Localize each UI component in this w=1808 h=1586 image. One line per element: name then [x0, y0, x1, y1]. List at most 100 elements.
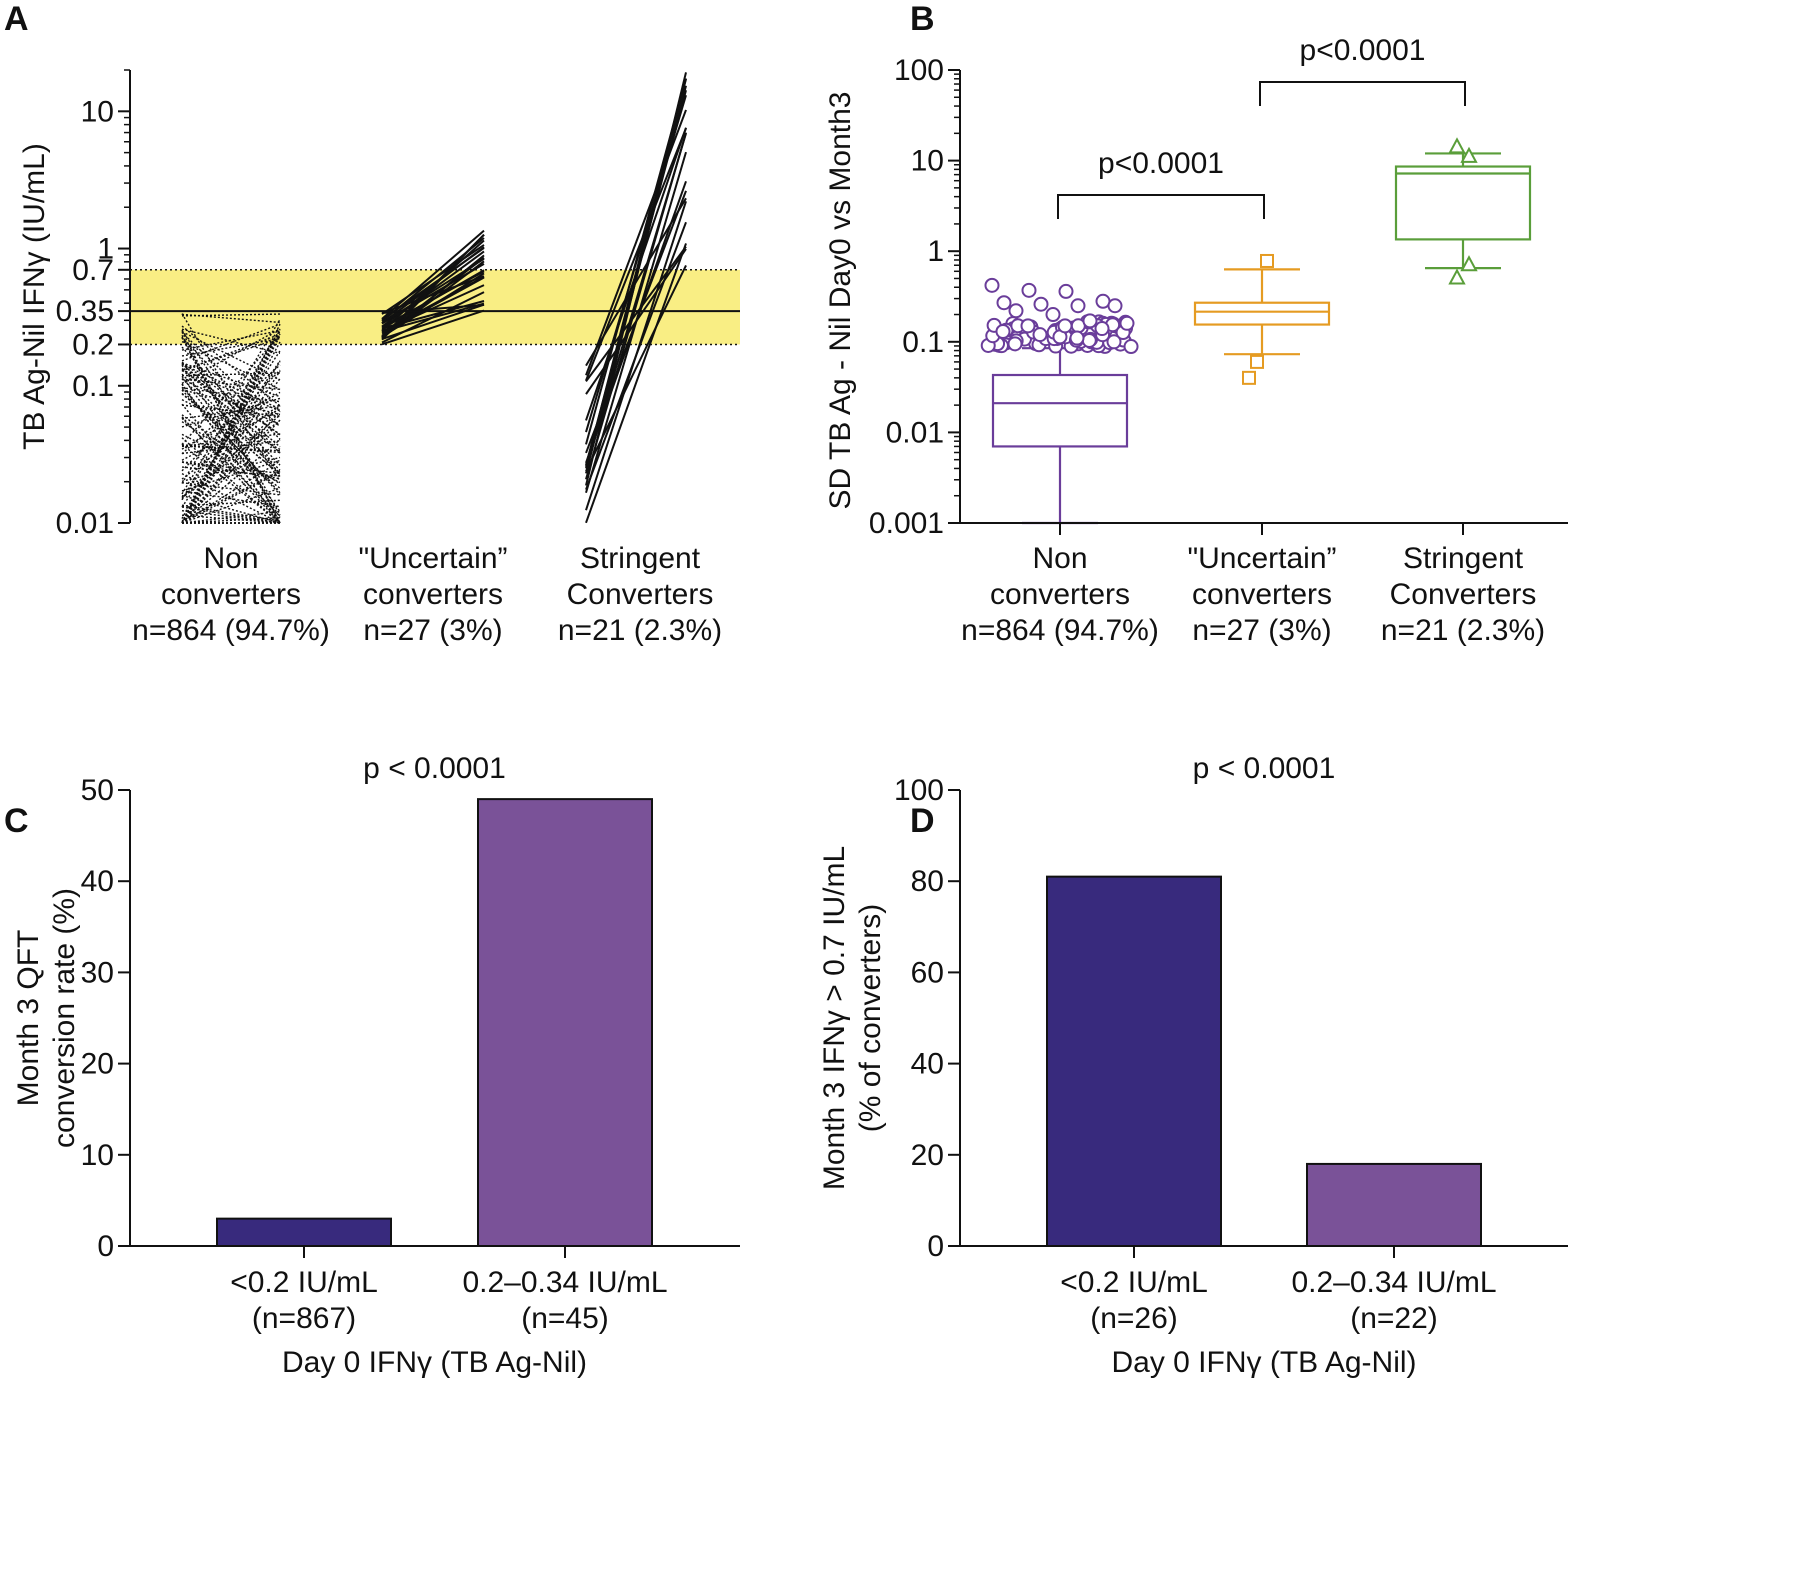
outlier-point — [1008, 303, 1024, 319]
group-lines-2 — [381, 229, 485, 346]
y-tick-label: 0.35 — [56, 295, 114, 328]
y-tick-label: 10 — [911, 145, 944, 178]
outlier-point — [1057, 318, 1073, 334]
sample-line — [585, 246, 687, 382]
sample-line — [181, 405, 281, 524]
y-tick-label: 0.01 — [56, 507, 114, 540]
sample-line — [181, 414, 281, 489]
sample-line — [381, 276, 485, 335]
outlier-point — [1119, 315, 1135, 331]
box — [1193, 301, 1331, 326]
sample-line — [181, 360, 281, 524]
sample-line — [181, 369, 281, 472]
bar-2 — [477, 798, 653, 1247]
sample-line — [181, 408, 281, 461]
sample-line — [181, 397, 281, 428]
y-axis-title: TB Ag-Nil IFNγ (IU/mL) — [18, 143, 51, 450]
sample-line — [181, 405, 281, 420]
comparison-pvalue: p<0.0001 — [1300, 34, 1426, 67]
panel-letter-a: A — [4, 0, 29, 38]
panel-b-chart: p<0.0001 p<0.0001 100 10 1 0.1 0.01 0.001 SD TB … — [824, 34, 1568, 647]
y-tick-label: 40 — [81, 865, 114, 898]
sample-line — [181, 323, 281, 524]
y-tick-label: 0.2 — [72, 328, 114, 361]
category-label: converters — [990, 578, 1130, 611]
category-label: <0.2 IU/mL — [1060, 1266, 1208, 1299]
category-label: 0.2–0.34 IU/mL — [1291, 1266, 1496, 1299]
x-axis-title: Day 0 IFNγ (TB Ag-Nil) — [1111, 1346, 1416, 1379]
category-label: n=27 (3%) — [363, 614, 502, 647]
y-tick-label: 10 — [81, 1139, 114, 1172]
outlier-point — [1007, 336, 1023, 352]
category-label: n=864 (94.7%) — [132, 614, 330, 647]
outlier-point — [1460, 146, 1478, 163]
sample-line — [181, 313, 281, 317]
y-axis-title: (% of converters) — [854, 904, 887, 1132]
category-label: n=21 (2.3%) — [558, 614, 722, 647]
y-tick-label: 0.1 — [902, 326, 944, 359]
sample-line — [181, 323, 281, 362]
category-label: n=27 (3%) — [1192, 614, 1331, 647]
sample-line — [181, 391, 281, 450]
category-label: "Uncertain” — [1187, 542, 1336, 575]
y-tick-label: 100 — [894, 54, 944, 87]
sample-line — [181, 445, 281, 452]
y-tick-label: 50 — [81, 774, 114, 807]
sample-line — [181, 481, 281, 496]
group-lines-1 — [181, 313, 281, 524]
outlier-point — [1448, 268, 1466, 285]
comparison-bracket — [1057, 194, 1265, 219]
outlier-point — [1250, 354, 1264, 369]
sample-line — [181, 328, 281, 354]
category-label: Non — [203, 542, 258, 575]
outlier-point — [1460, 255, 1478, 272]
sample-line — [181, 337, 281, 524]
bar-2 — [1306, 1162, 1482, 1248]
sample-line — [585, 85, 687, 474]
sample-line — [181, 375, 281, 513]
y-tick-label: 0 — [97, 1230, 114, 1263]
category-label: n=864 (94.7%) — [961, 614, 1159, 647]
y-tick-label: 0.1 — [72, 370, 114, 403]
sample-line — [181, 337, 281, 440]
panel-letter-b: B — [910, 0, 935, 38]
y-tick-label: 0 — [927, 1230, 944, 1263]
outlier-point — [1032, 327, 1048, 343]
category-label: (n=22) — [1350, 1302, 1438, 1335]
sample-line — [381, 229, 485, 320]
box-group-1 — [980, 277, 1139, 525]
sample-line — [181, 363, 281, 448]
sample-line — [181, 360, 281, 508]
sample-line — [381, 237, 485, 323]
category-label: converters — [161, 578, 301, 611]
outlier-point — [1033, 296, 1049, 312]
y-tick-label: 0.7 — [72, 254, 114, 287]
sample-line — [181, 456, 281, 482]
outlier-point — [1082, 313, 1098, 329]
sample-line — [381, 250, 485, 328]
category-label: (n=45) — [521, 1302, 609, 1335]
panel-letter-c: C — [4, 802, 29, 840]
sample-line — [181, 334, 281, 445]
chart-title: p < 0.0001 — [1193, 752, 1336, 785]
category-label: "Uncertain” — [358, 542, 507, 575]
outlier-point — [1045, 307, 1061, 323]
sample-line — [181, 372, 281, 377]
group-lines-3 — [585, 72, 687, 524]
sample-line — [181, 328, 281, 384]
category-label: Non — [1032, 542, 1087, 575]
panel-a-chart: 10 10.7 0.350.2 0.1 0.01 TB Ag-Nil IFNγ (IU/m… — [18, 69, 740, 647]
y-tick-label: 1 — [927, 235, 944, 268]
sample-line — [585, 265, 687, 472]
sample-line — [181, 383, 281, 524]
sample-line — [181, 389, 281, 416]
y-axis-title: Month 3 IFNγ > 0.7 IU/mL — [818, 846, 851, 1190]
box-group-2 — [1193, 253, 1331, 385]
sample-line — [181, 370, 281, 435]
sample-line — [181, 386, 281, 496]
chart-title: p < 0.0001 — [363, 752, 506, 785]
sample-line — [181, 329, 281, 351]
panel-d-chart: 0 20 40 60 80 100 <0.2 IU/mL(n=26) 0.2–0.34 IU/… — [818, 752, 1568, 1379]
outlier-point — [995, 323, 1011, 339]
